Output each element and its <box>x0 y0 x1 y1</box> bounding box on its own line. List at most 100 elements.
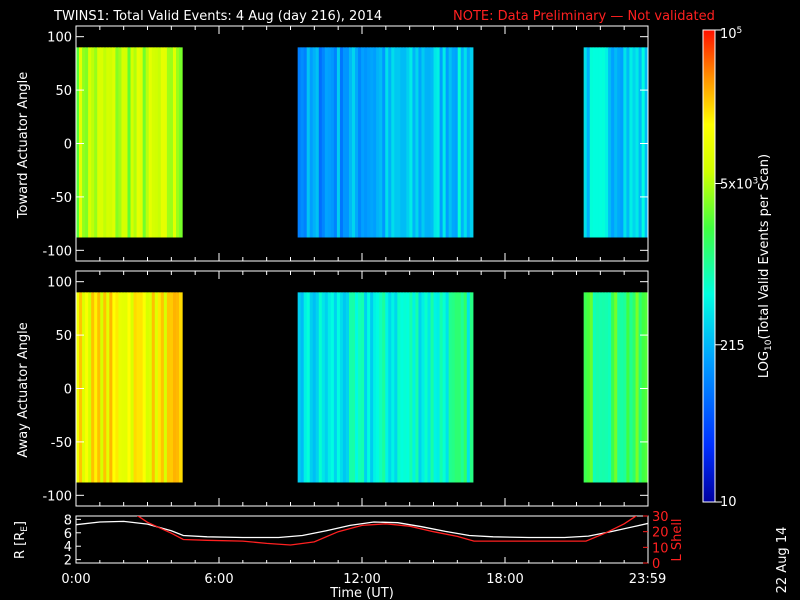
away-column <box>379 292 383 483</box>
away-column <box>103 292 107 483</box>
away-column <box>76 292 80 483</box>
toward-column <box>469 47 474 238</box>
toward-heatmap <box>76 47 649 238</box>
away-column <box>358 292 362 483</box>
toward-column <box>348 47 353 238</box>
toward-column <box>397 47 401 238</box>
away-column <box>312 292 317 483</box>
toward-column <box>115 47 120 238</box>
away-column <box>632 292 637 483</box>
toward-ytick-label: 0 <box>64 138 72 153</box>
toward-ytick-label: -100 <box>42 244 72 259</box>
away-column <box>303 292 308 483</box>
chart-title: TWINS1: Total Valid Events: 4 Aug (day 2… <box>53 9 382 24</box>
toward-column <box>176 47 180 238</box>
away-column <box>163 292 168 483</box>
toward-column <box>118 47 123 238</box>
away-column <box>106 292 110 483</box>
away-column <box>355 292 359 483</box>
away-column <box>336 292 341 483</box>
toward-column <box>430 47 435 238</box>
away-column <box>91 292 95 483</box>
toward-column <box>635 47 640 238</box>
toward-column <box>151 47 156 238</box>
away-ytick-label: -50 <box>51 436 72 451</box>
away-column <box>100 292 104 483</box>
toward-column <box>306 47 311 238</box>
away-column <box>451 292 456 483</box>
away-column <box>121 292 126 483</box>
away-column <box>82 292 86 483</box>
away-ytick-label: 100 <box>47 276 72 291</box>
toward-column <box>638 47 643 238</box>
away-column <box>469 292 474 483</box>
colorbar-frame <box>702 29 716 503</box>
orbit-lines <box>76 516 648 546</box>
away-ytick-label: -100 <box>42 489 72 504</box>
r-ytick-label: 4 <box>64 540 72 555</box>
away-column <box>611 292 615 483</box>
away-column <box>466 292 471 483</box>
away-column <box>109 292 113 483</box>
lshell-ytick-label: 10 <box>652 541 669 556</box>
away-column <box>348 292 353 483</box>
away-column <box>176 292 180 483</box>
toward-column <box>163 47 168 238</box>
toward-column <box>605 47 609 238</box>
toward-column <box>611 47 615 238</box>
toward-column <box>100 47 104 238</box>
away-column <box>373 292 377 483</box>
away-column <box>136 292 141 483</box>
away-column <box>148 292 153 483</box>
colorbar-ticks: 10 215 5x103 105 <box>715 26 758 510</box>
away-column <box>133 292 138 483</box>
toward-column <box>583 47 588 238</box>
colorbar-gradient <box>703 30 715 502</box>
away-column <box>620 292 624 483</box>
away-column <box>300 292 305 483</box>
toward-column <box>454 47 459 238</box>
toward-column <box>160 47 165 238</box>
toward-column <box>644 47 649 238</box>
toward-column <box>403 47 407 238</box>
away-column <box>324 292 329 483</box>
toward-column <box>324 47 329 238</box>
away-column <box>403 292 407 483</box>
toward-column <box>364 47 368 238</box>
away-column <box>385 292 389 483</box>
toward-column <box>169 47 174 238</box>
toward-column <box>179 47 183 238</box>
lshell-ytick-label: 0 <box>652 557 660 572</box>
away-column <box>608 292 612 483</box>
away-column <box>394 292 398 483</box>
toward-column <box>145 47 150 238</box>
toward-column <box>641 47 646 238</box>
toward-column <box>614 47 618 238</box>
away-column <box>367 292 371 483</box>
away-column <box>79 292 83 483</box>
r-ytick-label: 2 <box>64 554 72 569</box>
lshell-series-line <box>136 516 638 546</box>
toward-column <box>333 47 338 238</box>
toward-column <box>315 47 320 238</box>
away-column <box>115 292 120 483</box>
away-ylabel: Away Actuator Angle <box>16 322 31 457</box>
colorbar: 10 215 5x103 105 LOG10(Total Valid Events p… <box>702 26 774 510</box>
away-column <box>352 292 356 483</box>
away-column <box>321 292 326 483</box>
away-column <box>94 292 98 483</box>
toward-column <box>601 47 606 238</box>
toward-yaxis: 100 50 0 -50 -100 <box>42 26 649 261</box>
away-column <box>127 292 132 483</box>
away-panel: 100 50 0 -50 -100 Away Actuator Angle <box>16 270 649 507</box>
toward-column <box>166 47 171 238</box>
away-column <box>88 292 92 483</box>
time-xtick-label: 6:00 <box>204 572 233 587</box>
colorbar-tick-label: 5x103 <box>720 177 758 193</box>
toward-column <box>321 47 326 238</box>
toward-column <box>598 47 603 238</box>
away-column <box>442 292 447 483</box>
toward-column <box>79 47 83 238</box>
toward-column <box>106 47 110 238</box>
